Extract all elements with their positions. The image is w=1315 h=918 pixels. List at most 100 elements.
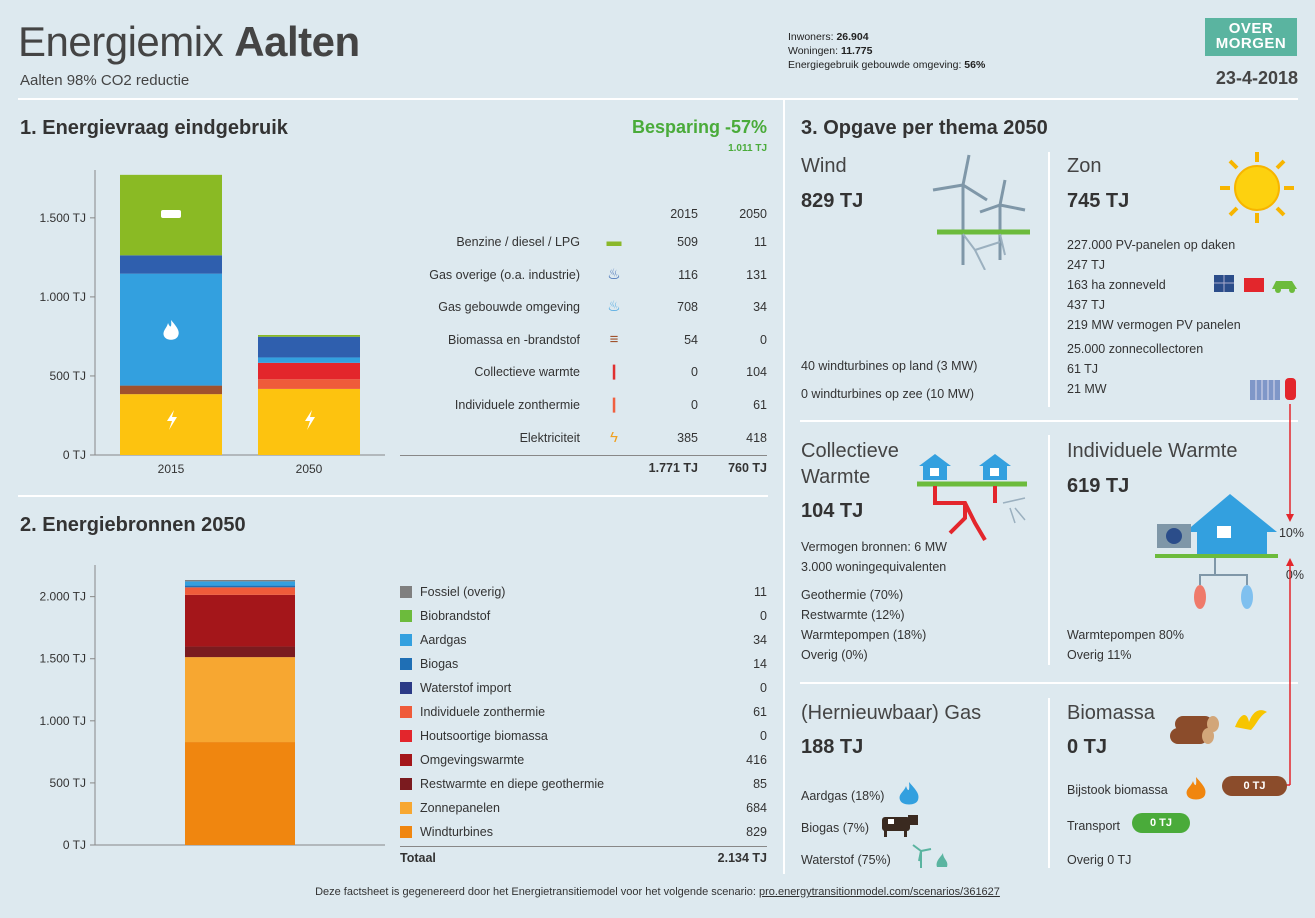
collectief-title-1: Collectieve (801, 440, 899, 462)
collectief-details-2: Geothermie (70%) Restwarmte (12%) Warmte… (801, 585, 926, 665)
legend-swatch (400, 754, 412, 766)
energiegebruik-label: Energiegebruik gebouwde omgeving: (788, 59, 962, 71)
table-total-line (400, 455, 767, 456)
y-tick-label: 1.500 TJ (40, 652, 86, 666)
zon-line-1: 227.000 PV-panelen op daken (1067, 238, 1236, 252)
flame-icon: ♨ (607, 265, 621, 283)
lightning-icon: ϟ (610, 428, 618, 446)
collectief-title: Collectieve Warmte (801, 438, 899, 490)
section1-title: 1. Energievraag eindgebruik (20, 117, 288, 139)
besparing-pct: Besparing -57% (631, 117, 767, 137)
waterstof-icon (912, 844, 948, 868)
wind-value: 829 TJ (801, 190, 864, 212)
legend-value: 14 (753, 657, 767, 671)
collectief-line-6: Overig (0%) (801, 648, 868, 662)
row-label: Biomassa en -brandstof (447, 332, 580, 347)
bar-segment (258, 357, 360, 363)
gas-line-2: Biogas (7%) (801, 821, 870, 835)
wind-turbine-icon (932, 154, 1030, 270)
col-2050-header: 2050 (739, 207, 767, 221)
gas-value: 188 TJ (801, 736, 864, 758)
row-2015: 385 (677, 430, 698, 445)
legend-item: Aardgas 34 (400, 630, 767, 650)
zon-line-2: 247 TJ (1067, 258, 1105, 272)
fire-icon (1186, 777, 1206, 800)
divider-row1 (800, 420, 1298, 422)
individueel-line-1: Warmtepompen 80% (1067, 628, 1184, 642)
energiegebruik-value: 56% (964, 59, 986, 71)
gas-title: (Hernieuwbaar) Gas (801, 702, 982, 724)
legend-item: Individuele zonthermie 61 (400, 702, 767, 722)
legend-value: 684 (746, 801, 767, 815)
legend-item: Biobrandstof 0 (400, 606, 767, 626)
gas-line-1: Aardgas (18%) (801, 789, 885, 803)
logo-line1: OVER (1228, 20, 1274, 37)
col-2015-header: 2015 (670, 207, 698, 221)
row-label: Gas gebouwde omgeving (438, 300, 580, 315)
energievraag-row: Biomassa en -brandstof ≡ 54 0 (400, 330, 767, 350)
scenario-link[interactable]: pro.energytransitionmodel.com/scenarios/… (759, 886, 1000, 898)
logo-line2: MORGEN (1215, 35, 1287, 52)
legend-item: Houtsoortige biomassa 0 (400, 726, 767, 746)
legend-item: Restwarmte en diepe geothermie 85 (400, 774, 767, 794)
thermometer-icon: ❙ (607, 363, 621, 381)
report-date: 23-4-2018 (1215, 68, 1298, 88)
row-2050: 34 (753, 300, 767, 315)
row-2050: 131 (746, 267, 767, 282)
bar-segment (185, 657, 295, 743)
bar-segment (185, 646, 295, 658)
row-2050: 11 (754, 235, 767, 249)
collectief-line-5: Warmtepompen (18%) (801, 628, 927, 642)
collectief-line-3: Geothermie (70%) (801, 588, 904, 602)
y-tick-label: 0 TJ (63, 448, 86, 462)
energiebronnen-chart: 0 TJ 500 TJ 1.000 TJ 1.500 TJ 2.000 TJ (40, 565, 385, 852)
inwoners-label: Inwoners: (788, 31, 834, 43)
row-label: Collectieve warmte (474, 365, 580, 380)
energievraag-row: Collectieve warmte ❙ 0 104 (400, 362, 767, 382)
legend-value: 416 (746, 753, 767, 767)
car-icon (161, 210, 181, 218)
logs-icon (1170, 710, 1267, 744)
zon-line-7: 61 TJ (1067, 362, 1099, 376)
collectief-details-1: Vermogen bronnen: 6 MW 3.000 woningequiv… (801, 537, 947, 577)
y-tick-label: 1.000 TJ (40, 290, 86, 304)
lightning-icon (167, 410, 177, 430)
divider-warmte (1048, 435, 1050, 665)
section2-title: 2. Energiebronnen 2050 (20, 514, 246, 536)
divider-row2 (800, 682, 1298, 684)
sun-icon (1220, 152, 1294, 223)
row-2015: 0 (691, 398, 698, 412)
row-2015: 0 (691, 365, 698, 380)
legend-label: Biobrandstof (420, 609, 491, 623)
flame-icon (899, 782, 919, 805)
bar-segment (258, 335, 360, 337)
legend-swatch (400, 682, 412, 694)
legend-item: Windturbines 829 (400, 822, 767, 842)
y-tick-label: 1.500 TJ (40, 211, 86, 225)
individueel-details: Warmtepompen 80% Overig 11% (1067, 625, 1184, 665)
legend-label: Waterstof import (420, 681, 512, 695)
bar-segment (185, 587, 295, 595)
bar-segment (120, 255, 222, 274)
legend-value: 0 (760, 729, 767, 743)
biomassa-overig: Overig 0 TJ (1067, 853, 1132, 867)
divider-wind-zon (1048, 152, 1050, 407)
legend-swatch (400, 826, 412, 838)
legend-value: 85 (753, 777, 767, 791)
row-2015: 509 (677, 235, 698, 249)
title-prefix: Energiemix (18, 18, 224, 65)
title-name: Aalten (234, 18, 360, 65)
energiebronnen-legend: Fossiel (overig) 11 Biobrandstof 0 Aardgas 34… (400, 582, 767, 872)
legend-swatch (400, 586, 412, 598)
bar-segment (120, 385, 222, 395)
legend-label: Individuele zonthermie (420, 705, 546, 719)
row-2050: 418 (746, 430, 767, 445)
zon-line-6: 25.000 zonnecollectoren (1067, 342, 1204, 356)
total-row: 1.771 TJ 760 TJ (400, 458, 767, 478)
legend-swatch (400, 802, 412, 814)
bar-segment (258, 388, 360, 455)
legend-total-line (400, 846, 767, 847)
woningen-value: 11.775 (840, 45, 873, 57)
legend-swatch (400, 778, 412, 790)
zon-line-3: 163 ha zonneveld (1067, 278, 1166, 292)
